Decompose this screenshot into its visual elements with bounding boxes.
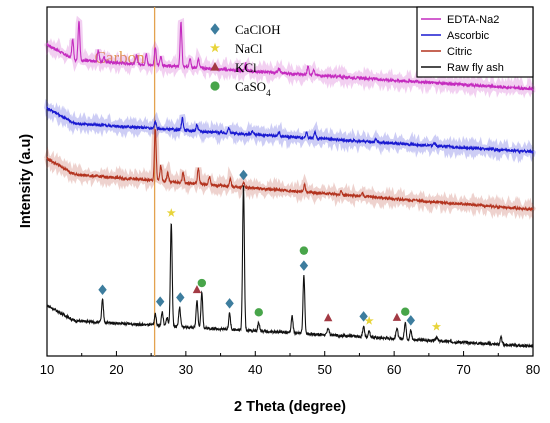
phase-marker-kcl	[323, 313, 333, 322]
x-axis-label: 2 Theta (degree)	[234, 399, 346, 415]
phase-marker-cacloh	[406, 315, 416, 326]
phase-legend: CaClOH NaCl KCl CaSO4	[209, 22, 281, 98]
x-tick-label: 50	[317, 362, 331, 377]
y-axis-label: Intensity (a.u)	[18, 134, 34, 228]
phase-marker-nacl	[166, 208, 176, 217]
phase-legend-caso-icon	[210, 81, 220, 91]
legend-label-ascorbic: Ascorbic	[447, 30, 490, 42]
x-tick-label: 80	[526, 362, 540, 377]
x-tick-label: 60	[387, 362, 401, 377]
phase-legend-nacl-icon	[209, 42, 221, 53]
phase-legend-label: CaSO4	[235, 79, 271, 98]
phase-marker-kcl	[392, 312, 402, 321]
x-tick-label: 40	[248, 362, 262, 377]
phase-markers	[98, 169, 442, 331]
phase-legend-label: CaClOH	[235, 22, 281, 37]
x-tick-label: 30	[179, 362, 193, 377]
phase-marker-caso	[197, 278, 207, 288]
x-axis: 10 20 30 40 50 60 70 80	[40, 351, 540, 377]
series-line-edta-na2	[46, 20, 534, 92]
phase-marker-cacloh	[239, 169, 248, 181]
x-tick-label: 70	[456, 362, 470, 377]
phase-marker-kcl	[192, 285, 202, 294]
phase-marker-caso	[299, 246, 309, 255]
legend-label-edta-na2: EDTA-Na2	[447, 14, 499, 26]
series-line-citric	[46, 129, 534, 212]
phase-legend-label: NaCl	[235, 41, 263, 56]
phase-legend-kcl-icon	[210, 61, 220, 71]
x-tick-label: 20	[109, 362, 123, 377]
legend-label-citric: Citric	[447, 46, 473, 58]
phase-marker-caso	[401, 307, 410, 316]
phase-marker-cacloh	[155, 296, 165, 307]
phase-marker-nacl	[364, 316, 374, 325]
series-legend: EDTA-Na2 Ascorbic Citric Raw fly ash	[416, 6, 534, 78]
x-tick-label: 10	[40, 362, 54, 377]
phase-marker-cacloh	[176, 292, 185, 303]
phase-marker-caso	[254, 308, 263, 317]
phase-marker-cacloh	[359, 311, 368, 322]
legend-label-raw-fly-ash: Raw fly ash	[447, 62, 504, 74]
series-group	[44, 15, 536, 349]
phase-marker-cacloh	[225, 298, 234, 309]
phase-marker-cacloh	[299, 260, 309, 271]
phase-legend-cacloh-icon	[210, 23, 220, 35]
series-line-ascorbic	[46, 105, 534, 155]
phase-marker-nacl	[431, 321, 442, 331]
series-line-raw-fly-ash	[46, 184, 534, 349]
phase-marker-cacloh	[98, 284, 107, 295]
phase-legend-label: KCl	[235, 60, 257, 75]
